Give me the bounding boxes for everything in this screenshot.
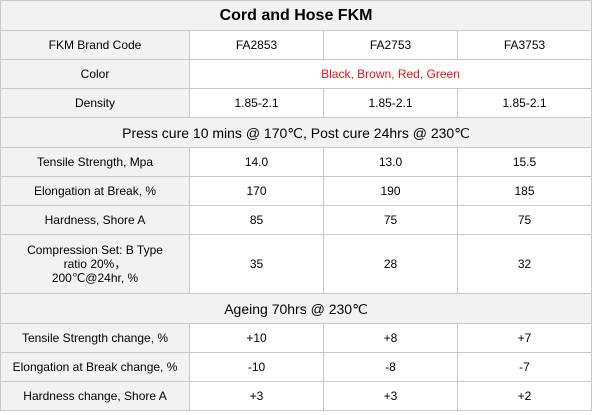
hardness-change-label: Hardness change, Shore A	[0, 381, 190, 411]
compression-set-label: Compression Set: B Type ratio 20%， 200℃@…	[0, 234, 190, 294]
table-row: Elongation at Break change, % -10 -8 -7	[0, 352, 592, 382]
table-row: Tensile Strength change, % +10 +8 +7	[0, 323, 592, 353]
table-cell: +3	[323, 381, 458, 411]
density-value-1: 1.85-2.1	[189, 88, 324, 118]
section-ageing: Ageing 70hrs @ 230℃	[0, 293, 592, 324]
table-cell: +8	[323, 323, 458, 353]
section-ageing-row: Ageing 70hrs @ 230℃	[0, 293, 592, 324]
compression-label-line3: 200℃@24hr, %	[51, 271, 139, 285]
table-cell: +2	[456, 381, 592, 411]
table-cell: 28	[323, 234, 458, 294]
table-cell: 35	[189, 234, 324, 294]
tensile-strength-label: Tensile Strength, Mpa	[0, 147, 190, 177]
color-row: Color Black, Brown, Red, Green	[0, 59, 592, 89]
table-cell: +3	[189, 381, 324, 411]
table-title: Cord and Hose FKM	[0, 0, 592, 31]
hardness-label: Hardness, Shore A	[0, 205, 190, 235]
section-press-cure-row: Press cure 10 mins @ 170℃, Post cure 24h…	[0, 117, 592, 148]
table-row: Hardness change, Shore A +3 +3 +2	[0, 381, 592, 411]
table-cell: 32	[456, 234, 592, 294]
title-row: Cord and Hose FKM	[0, 0, 592, 31]
brand-code-label: FKM Brand Code	[0, 30, 190, 60]
table-row: Tensile Strength, Mpa 14.0 13.0 15.5	[0, 147, 592, 177]
table-cell: -10	[189, 352, 324, 382]
table-cell: 14.0	[189, 147, 324, 177]
compression-label-line1: Compression Set: B Type	[27, 243, 163, 257]
table-cell: 75	[323, 205, 458, 235]
density-value-3: 1.85-2.1	[456, 88, 592, 118]
color-value: Black, Brown, Red, Green	[188, 59, 592, 89]
tensile-change-label: Tensile Strength change, %	[0, 323, 190, 353]
brand-code-3: FA3753	[456, 30, 592, 60]
table-cell: +7	[456, 323, 592, 353]
brand-code-2: FA2753	[323, 30, 458, 60]
table-cell: 185	[456, 176, 592, 206]
density-value-2: 1.85-2.1	[323, 88, 458, 118]
table-cell: 13.0	[323, 147, 458, 177]
table-cell: +10	[189, 323, 324, 353]
brand-code-1: FA2853	[189, 30, 324, 60]
table-row: Elongation at Break, % 170 190 185	[0, 176, 592, 206]
table-cell: -8	[323, 352, 458, 382]
table-cell: 170	[189, 176, 324, 206]
table-cell: 85	[189, 205, 324, 235]
table-cell: -7	[456, 352, 592, 382]
section-press-cure: Press cure 10 mins @ 170℃, Post cure 24h…	[0, 117, 592, 148]
density-label: Density	[0, 88, 190, 118]
table-cell: 15.5	[456, 147, 592, 177]
table-cell: 190	[323, 176, 458, 206]
brand-code-row: FKM Brand Code FA2853 FA2753 FA3753	[0, 30, 592, 60]
density-row: Density 1.85-2.1 1.85-2.1 1.85-2.1	[0, 88, 592, 118]
compression-label-line2: ratio 20%，	[63, 257, 127, 271]
compression-set-row: Compression Set: B Type ratio 20%， 200℃@…	[0, 234, 592, 294]
table-cell: 75	[456, 205, 592, 235]
color-label: Color	[0, 59, 190, 89]
elongation-change-label: Elongation at Break change, %	[0, 352, 190, 382]
table-row: Hardness, Shore A 85 75 75	[0, 205, 592, 235]
elongation-label: Elongation at Break, %	[0, 176, 190, 206]
